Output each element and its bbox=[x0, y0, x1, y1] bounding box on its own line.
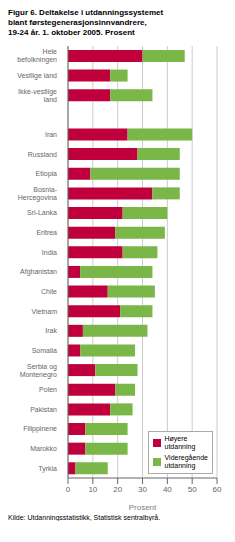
svg-text:Pakistan: Pakistan bbox=[30, 406, 57, 413]
svg-text:Vestlige land: Vestlige land bbox=[17, 72, 57, 80]
svg-text:Sri-Lanka: Sri-Lanka bbox=[27, 209, 57, 216]
svg-text:Etiopia: Etiopia bbox=[36, 170, 58, 178]
svg-text:30: 30 bbox=[138, 485, 147, 494]
svg-text:Russland: Russland bbox=[28, 151, 57, 158]
svg-text:Afghanistan: Afghanistan bbox=[20, 268, 57, 276]
svg-text:Somalia: Somalia bbox=[32, 347, 57, 354]
svg-text:Vietnam: Vietnam bbox=[31, 308, 57, 315]
html-text:Høyere utdanning: Høyere utdanning bbox=[164, 435, 196, 450]
svg-text:Tyrkia: Tyrkia bbox=[38, 465, 57, 473]
svg-text:Iran: Iran bbox=[45, 131, 57, 138]
svg-text:20: 20 bbox=[113, 485, 122, 494]
svg-text:50: 50 bbox=[188, 485, 197, 494]
svg-text:60: 60 bbox=[213, 485, 222, 494]
svg-text:Eritrea: Eritrea bbox=[36, 229, 57, 236]
svg-text:Chile: Chile bbox=[41, 288, 57, 295]
svg-text:Filippinene: Filippinene bbox=[23, 425, 57, 433]
svg-text:India: India bbox=[42, 249, 57, 256]
svg-text:0: 0 bbox=[66, 485, 71, 494]
svg-text:Bosnia-Hercegovina: Bosnia-Hercegovina bbox=[18, 186, 58, 202]
html-text:Kilde: Utdanningsstatistikk, S: Kilde: Utdanningsstatistikk, Statistisk … bbox=[8, 514, 161, 521]
svg-text:Serbia ogMontenegro: Serbia ogMontenegro bbox=[20, 363, 57, 379]
svg-text:40: 40 bbox=[163, 485, 172, 494]
svg-text:Helebefolkningen: Helebefolkningen bbox=[17, 48, 57, 64]
svg-text:Irak: Irak bbox=[45, 327, 57, 334]
svg-text:Marokko: Marokko bbox=[30, 445, 57, 452]
svg-text:10: 10 bbox=[88, 485, 97, 494]
html-text:Figur 6. Deltakelse i utdannin: Figur 6. Deltakelse i utdanningssystemet… bbox=[8, 8, 164, 37]
svg-text:Prosent: Prosent bbox=[129, 503, 157, 510]
html-text:Videregående utdanning: Videregående utdanning bbox=[164, 454, 208, 469]
svg-text:Ikke-vestligeland: Ikke-vestligeland bbox=[18, 88, 57, 103]
svg-text:Polen: Polen bbox=[39, 386, 57, 393]
